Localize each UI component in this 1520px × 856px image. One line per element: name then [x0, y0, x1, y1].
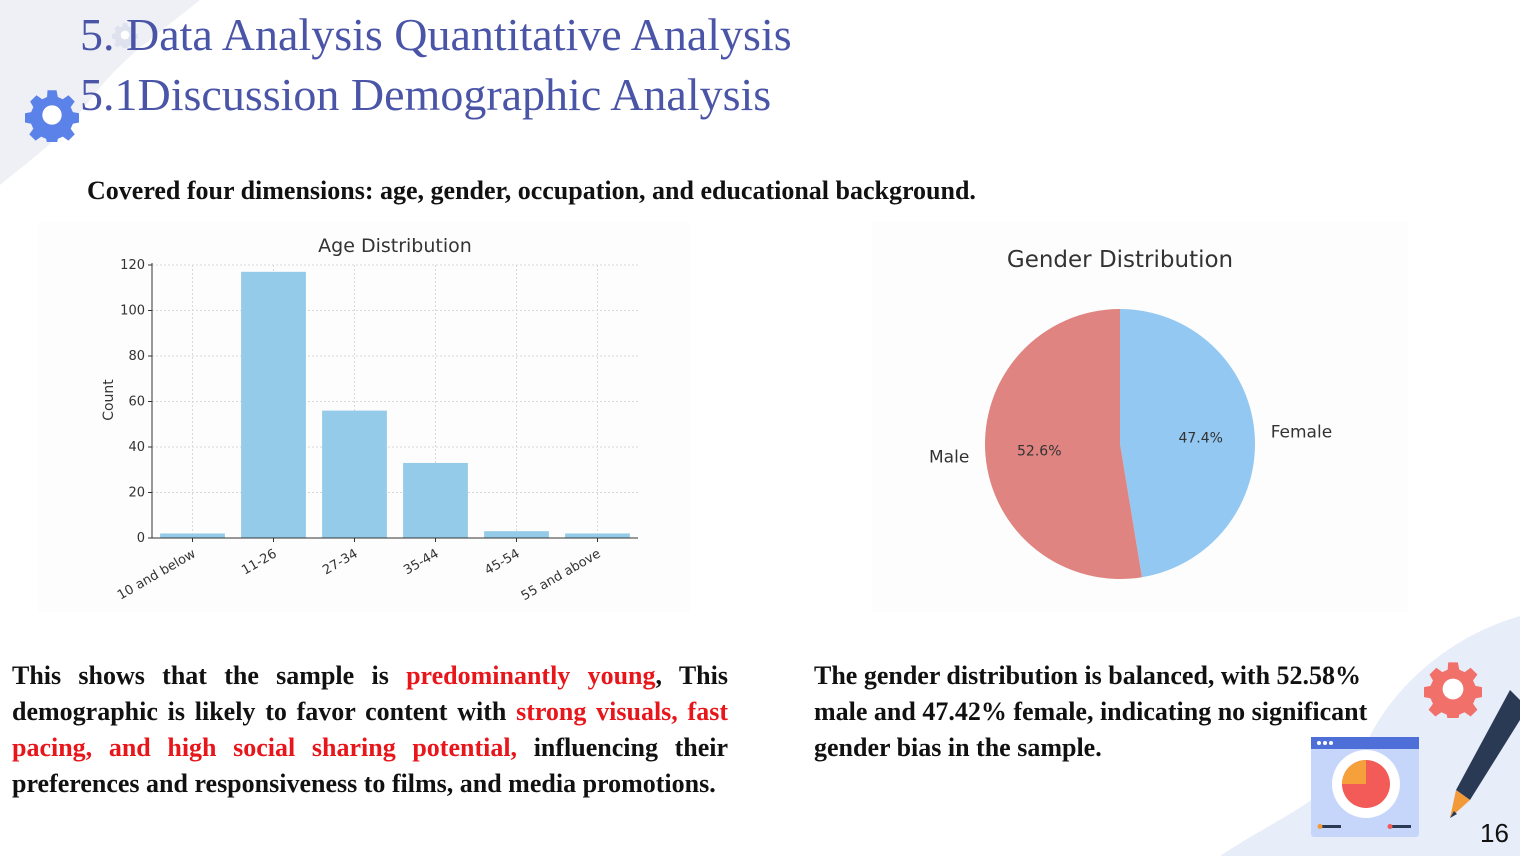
y-tick-label: 40 [128, 440, 145, 455]
age-chart-title: Age Distribution [318, 235, 472, 257]
slide-subtitle: Covered four dimensions: age, gender, oc… [87, 176, 976, 205]
age-bar [160, 533, 225, 538]
gear-icon-red [1424, 662, 1482, 718]
x-tick-label: 10 and below [115, 546, 199, 603]
pie-chart-window-icon [1311, 737, 1419, 837]
x-tick-label: 55 and above [519, 546, 604, 604]
x-tick-label: 35-44 [401, 546, 441, 578]
y-tick-label: 100 [120, 304, 145, 319]
x-tick-label: 11-26 [239, 546, 279, 578]
age-text-segment-1: This shows that the sample is [12, 661, 407, 690]
gender-chart-title: Gender Distribution [1007, 247, 1233, 273]
y-tick-label: 60 [128, 395, 145, 410]
pie-category-label: Male [929, 447, 969, 467]
gender-chart-svg: Gender Distribution 47.4% Female 52.6% Male [929, 247, 1332, 579]
age-bar [322, 410, 387, 538]
gender-distribution-chart: Gender Distribution 47.4% Female 52.6% Male [872, 222, 1408, 612]
pencil-icon [1450, 690, 1520, 818]
gear-icon [25, 90, 79, 142]
y-tick-label: 80 [128, 349, 145, 364]
pie-category-label: Female [1271, 423, 1332, 443]
age-analysis-paragraph: This shows that the sample is predominan… [12, 658, 728, 802]
age-chart-svg: Age Distribution Count 0 20 40 60 80 100 120 1… [101, 235, 638, 604]
y-tick-label: 20 [128, 486, 145, 501]
age-bar [241, 271, 306, 538]
gender-analysis-paragraph: The gender distribution is balanced, wit… [814, 661, 1368, 762]
age-distribution-chart: Age Distribution Count 0 20 40 60 80 100 120 1… [38, 222, 690, 612]
x-tick-label: 27-34 [320, 546, 360, 578]
age-text-segment-5: influencing their preferences and respon… [12, 733, 729, 798]
pie-slice-male [985, 309, 1142, 579]
age-chart-ylabel: Count [101, 379, 117, 421]
pie-slice-female [1120, 309, 1255, 578]
age-bar [484, 531, 549, 538]
y-tick-label: 120 [120, 258, 145, 273]
age-text-segment-3: , This demographic is likely to favor co… [12, 661, 728, 726]
pie-percent-label: 47.4% [1178, 430, 1222, 446]
y-tick-label: 0 [137, 531, 145, 546]
page-number: 16 [1480, 818, 1509, 848]
age-bar [403, 462, 468, 538]
age-text-highlight-1: predominantly young [406, 661, 656, 690]
age-text-highlight-2: strong visuals, fast pacing, and high so… [12, 697, 728, 762]
slide-title-line-1: 5. Data Analysis Quantitative Analysis [80, 9, 792, 60]
age-bar [565, 533, 630, 538]
x-tick-label: 45-54 [482, 546, 522, 578]
slide-title-line-2: 5.1Discussion Demographic Analysis [80, 69, 772, 120]
pie-percent-label: 52.6% [1017, 444, 1061, 460]
gear-icon-faint [112, 23, 138, 48]
